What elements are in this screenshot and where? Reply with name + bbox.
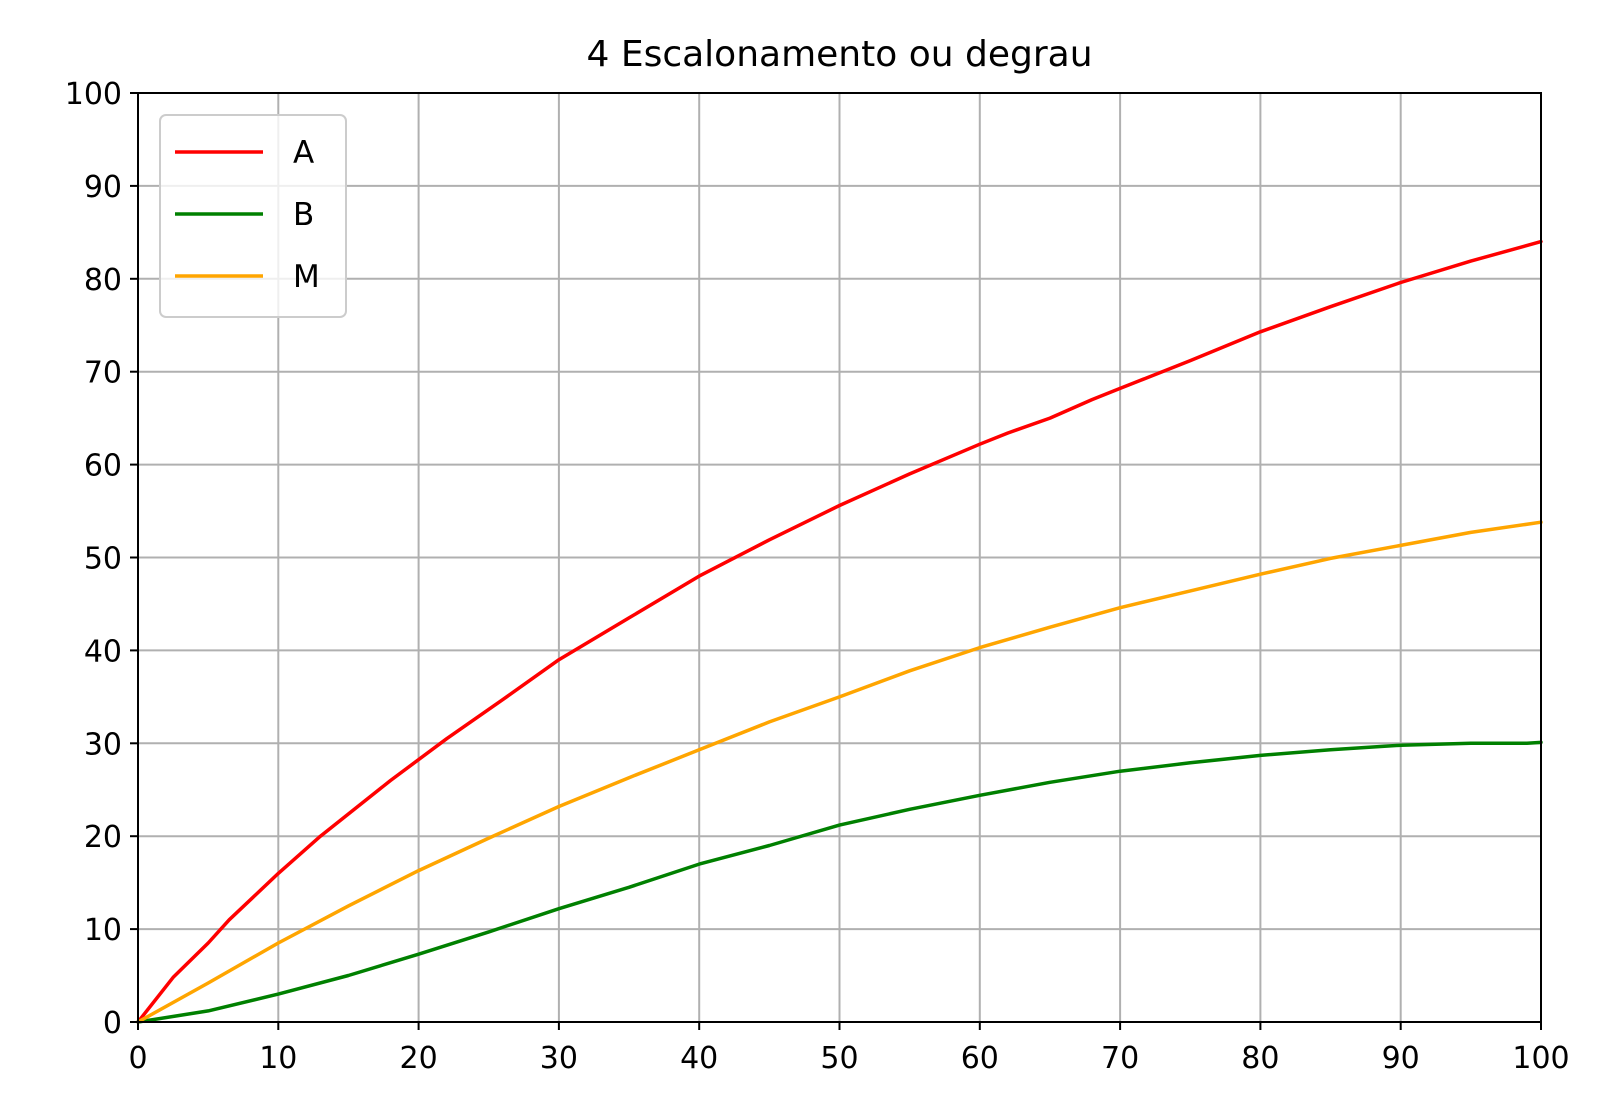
x-tick-label: 40 [680, 1041, 718, 1076]
axis-ticks: 0 10 20 30 40 50 60 70 80 90 100 0 10 20 30 40 50 60 70 80 9… [65, 77, 1570, 1076]
x-tick-label: 50 [820, 1041, 858, 1076]
chart-title: 4 Escalonamento ou degrau [586, 34, 1092, 75]
y-tick-label: 70 [84, 356, 122, 391]
legend-label-a: A [293, 135, 314, 171]
y-tick-label: 90 [84, 170, 122, 205]
series-line-m [136, 520, 1543, 1024]
legend-box [159, 114, 347, 318]
legend-label-m: M [293, 259, 320, 295]
y-tick-label: 50 [84, 542, 122, 577]
x-tick-label: 60 [961, 1041, 999, 1076]
x-tick-label: 90 [1382, 1041, 1420, 1076]
series-line-a [136, 239, 1543, 1024]
y-tick-label: 10 [84, 913, 122, 948]
legend: ABM [159, 114, 347, 318]
y-tick-label: 80 [84, 263, 122, 298]
y-tick-label: 60 [84, 449, 122, 484]
x-tick-label: 0 [128, 1041, 147, 1076]
y-tick-label: 100 [65, 77, 122, 112]
legend-label-b: B [293, 197, 314, 233]
x-tick-label: 10 [259, 1041, 297, 1076]
y-tick-label: 20 [84, 820, 122, 855]
x-tick-label: 100 [1512, 1041, 1569, 1076]
series-line-b [136, 740, 1543, 1024]
x-tick-label: 80 [1241, 1041, 1279, 1076]
y-tick-label: 40 [84, 634, 122, 669]
y-tick-label: 0 [103, 1006, 122, 1041]
x-tick-label: 20 [400, 1041, 438, 1076]
y-tick-label: 30 [84, 727, 122, 762]
x-tick-label: 70 [1101, 1041, 1139, 1076]
series-lines [136, 239, 1543, 1024]
x-tick-label: 30 [540, 1041, 578, 1076]
